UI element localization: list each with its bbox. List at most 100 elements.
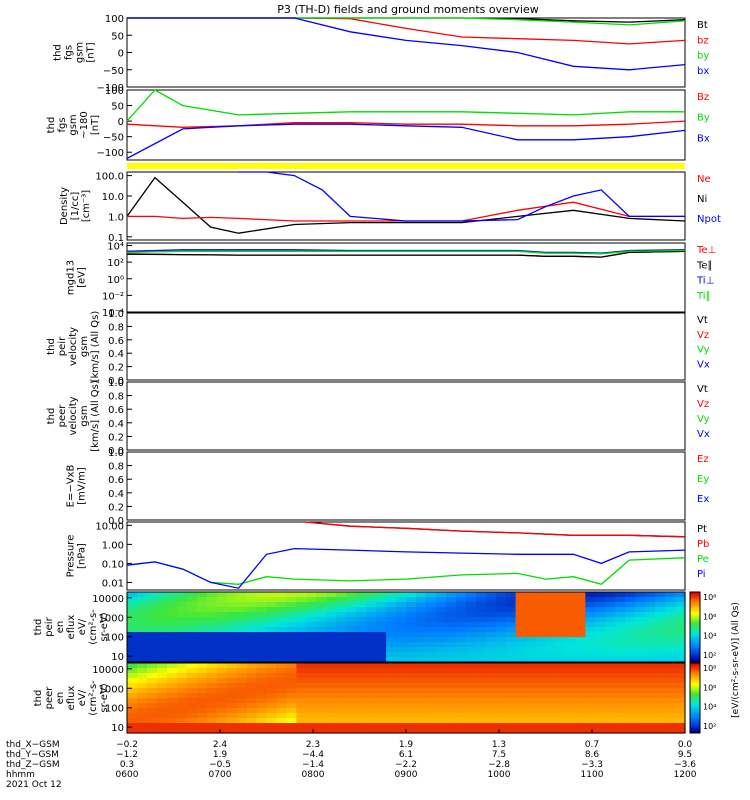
spectrogram-cell [326,627,337,633]
spectrogram-cell [416,602,427,608]
spectrogram-cell [386,622,397,628]
spectrogram-cell [605,703,616,709]
spectrogram-cell [665,617,676,623]
spectrogram-cell [376,622,387,628]
spectrogram-cell [296,668,307,674]
spectrogram-cell [156,693,168,699]
spectrogram-cell [256,713,268,719]
x-row-value: −2.2 [395,760,417,770]
spectrogram-cell [535,663,547,669]
y-tick-label: 100 [105,633,124,644]
spectrogram-cell [475,592,487,598]
spectrogram-cell [416,713,427,719]
spectrogram-cell [166,718,178,724]
spectrogram-cell [505,647,517,653]
spectrogram-cell [465,723,477,729]
spectrogram-cell [286,607,297,613]
spectrogram-cell [625,652,636,658]
spectrogram-cell [585,637,596,643]
spectrogram-cell [176,663,188,669]
spectrogram-cell [565,723,576,729]
colorbar-segment [690,603,700,607]
panel-frame [126,242,686,313]
spectrogram-cell [266,688,278,694]
colorbar-segment [690,663,700,666]
spectrogram-cell [525,708,537,714]
spectrogram-cell [515,592,527,598]
spectrogram-cell [216,607,228,613]
spectrogram-cell [346,612,357,618]
spectrogram-cell [236,693,248,699]
spectrogram-cell [396,627,407,633]
spectrogram-cell [595,627,606,633]
spectrogram-cell [276,642,288,648]
spectrogram-cell [226,647,238,653]
spectrogram-cell [346,713,357,719]
y-tick-label: 10⁴ [107,242,124,253]
spectrogram-cell [595,607,606,613]
spectrogram-cell [575,718,586,724]
spectrogram-cell [386,703,397,709]
spectrogram-cell [186,698,198,704]
spectrogram-cell [206,632,218,638]
x-row-value: 2.4 [213,740,228,750]
colorbar-tick: 10² [703,651,716,660]
colorbar-segment [690,691,700,694]
spectrogram-cell [515,607,527,613]
spectrogram-cell [655,607,666,613]
spectrogram-cell [615,622,626,628]
x-row-value: 0.0 [678,740,693,750]
spectrogram-cell [306,728,317,734]
spectrogram-cell [465,592,477,598]
y-axis-label: [km/s] (All Qs) [90,311,101,383]
y-axis-label: gsm [75,42,86,63]
spectrogram-cell [386,612,397,618]
spectrogram-cell [336,607,347,613]
spectrogram-cell [565,698,576,704]
y-tick-label: 0.8 [108,462,124,473]
colorbar-segment [690,613,700,616]
spectrogram-cell [336,713,347,719]
spectrogram-cell [296,592,307,598]
spectrogram-cell [465,642,477,648]
spectrogram-cell [166,673,178,679]
spectrogram-cell [455,683,467,689]
spectrogram-cell [485,698,497,704]
spectrogram-cell [276,683,288,689]
y-axis-label: eflux [66,615,77,640]
spectrogram-cell [675,708,686,714]
y-axis-label: [eV] [77,267,88,288]
spectrogram-cell [286,657,297,663]
spectrogram-cell [605,688,616,694]
spectrogram-cell [635,663,646,669]
spectrogram-cell [615,647,626,653]
spectrogram-cell [655,713,666,719]
spectrogram-cell [605,632,616,638]
spectrogram-cell [226,728,238,734]
spectrogram-cell [655,627,666,633]
x-row-value: 0800 [302,770,325,780]
y-axis-label: (cm²-s- [88,609,99,645]
spectrogram-cell [555,602,567,608]
spectrogram-cell [216,708,228,714]
spectrogram-cell [505,713,517,719]
spectrogram-cell [316,713,327,719]
spectrogram-cell [645,728,656,734]
spectrogram-cell [465,688,477,694]
y-tick-label: 0.2 [108,502,124,513]
legend-entry: Pi [697,569,706,580]
spectrogram-cell [216,673,228,679]
spectrogram-cell [635,602,646,608]
spectrogram-cell [465,622,477,628]
spectrogram-cell [156,683,168,689]
spectrogram-cell [585,693,596,699]
y-axis-label: [mV/m] [77,467,88,505]
spectrogram-cell [615,703,626,709]
spectrogram-cell [406,627,417,633]
spectrogram-cell [605,708,616,714]
colorbar-segment [690,631,700,635]
spectrogram-cell [396,632,407,638]
spectrogram-cell [206,718,218,724]
spectrogram-cell [196,647,208,653]
colorbar-segment [690,730,700,734]
